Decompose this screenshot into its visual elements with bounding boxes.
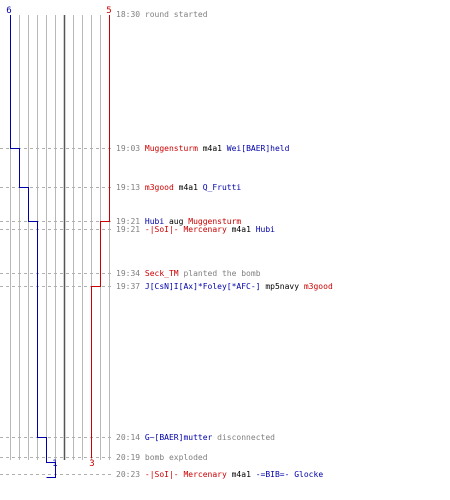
team-count-labels: 6 5 1 3 xyxy=(6,6,111,469)
event-row: 20:14 G~[BAER]mutter disconnected xyxy=(116,433,275,442)
event-row: 19:34 Seck_TM planted the bomb xyxy=(116,269,261,278)
red-end-count: 3 xyxy=(89,459,94,469)
red-start-count: 5 xyxy=(106,6,111,16)
blue-player-name: J[CsN]I[Ax]*Foley[*AFC-] xyxy=(145,282,261,291)
blue-start-count: 6 xyxy=(6,6,11,16)
weapon-name: m4a1 xyxy=(227,225,256,234)
event-row: 19:21 Hubi aug Muggensturm xyxy=(116,217,241,226)
event-row: 18:30 round started xyxy=(116,10,208,19)
event-row: 20:19 bomb exploded xyxy=(116,453,208,462)
player-count-grid xyxy=(10,15,110,460)
event-row: 19:21 -|SoI|- Mercenary m4a1 Hubi xyxy=(116,225,275,234)
event-row: 20:23 -|SoI|- Mercenary m4a1 -=BIB=- Glo… xyxy=(116,470,323,479)
event-time: 18:30 xyxy=(116,10,145,19)
event-time: 19:37 xyxy=(116,282,145,291)
weapon-name: m4a1 xyxy=(227,470,256,479)
red-player-name: m3good xyxy=(145,183,174,192)
event-note: bomb exploded xyxy=(145,453,208,462)
event-time: 20:19 xyxy=(116,453,145,462)
blue-player-name: G~[BAER]mutter xyxy=(145,433,213,442)
event-dash-lines xyxy=(0,148,113,475)
red-player-name: Seck_TM xyxy=(145,269,179,278)
event-time: 19:13 xyxy=(116,183,145,192)
red-player-name: Muggensturm xyxy=(145,144,198,153)
event-note: round started xyxy=(145,10,208,19)
blue-player-name: Hubi xyxy=(145,217,164,226)
event-row: 19:13 m3good m4a1 Q_Frutti xyxy=(116,183,241,192)
team-count-steps xyxy=(10,15,110,478)
red-player-name: m3good xyxy=(304,282,333,291)
weapon-name: m4a1 xyxy=(174,183,203,192)
red-team-count-line xyxy=(91,15,110,458)
event-log: 18:30 round started 19:03 Muggensturm m4a… xyxy=(116,10,333,479)
event-row: 19:03 Muggensturm m4a1 Wei[BAER]held xyxy=(116,144,290,153)
event-time: 20:14 xyxy=(116,433,145,442)
event-time: 19:21 xyxy=(116,225,145,234)
blue-team-count-line xyxy=(10,15,56,478)
weapon-name: mp5navy xyxy=(261,282,304,291)
event-time: 20:23 xyxy=(116,470,145,479)
weapon-name: aug xyxy=(164,217,188,226)
event-time: 19:21 xyxy=(116,217,145,226)
blue-player-name: Q_Frutti xyxy=(203,183,242,192)
red-player-name: Muggensturm xyxy=(188,217,241,226)
weapon-name: m4a1 xyxy=(198,144,227,153)
red-player-name: -|SoI|- Mercenary xyxy=(145,470,227,479)
event-note: planted the bomb xyxy=(179,269,261,278)
red-player-name: -|SoI|- Mercenary xyxy=(145,225,227,234)
event-time: 19:03 xyxy=(116,144,145,153)
blue-player-name: Wei[BAER]held xyxy=(227,144,290,153)
blue-end-count: 1 xyxy=(52,459,57,469)
blue-player-name: Hubi xyxy=(256,225,275,234)
event-time: 19:34 xyxy=(116,269,145,278)
event-row: 19:37 J[CsN]I[Ax]*Foley[*AFC-] mp5navy m… xyxy=(116,282,333,291)
blue-player-name: -=BIB=- Glocke xyxy=(256,470,324,479)
event-note: disconnected xyxy=(212,433,275,442)
